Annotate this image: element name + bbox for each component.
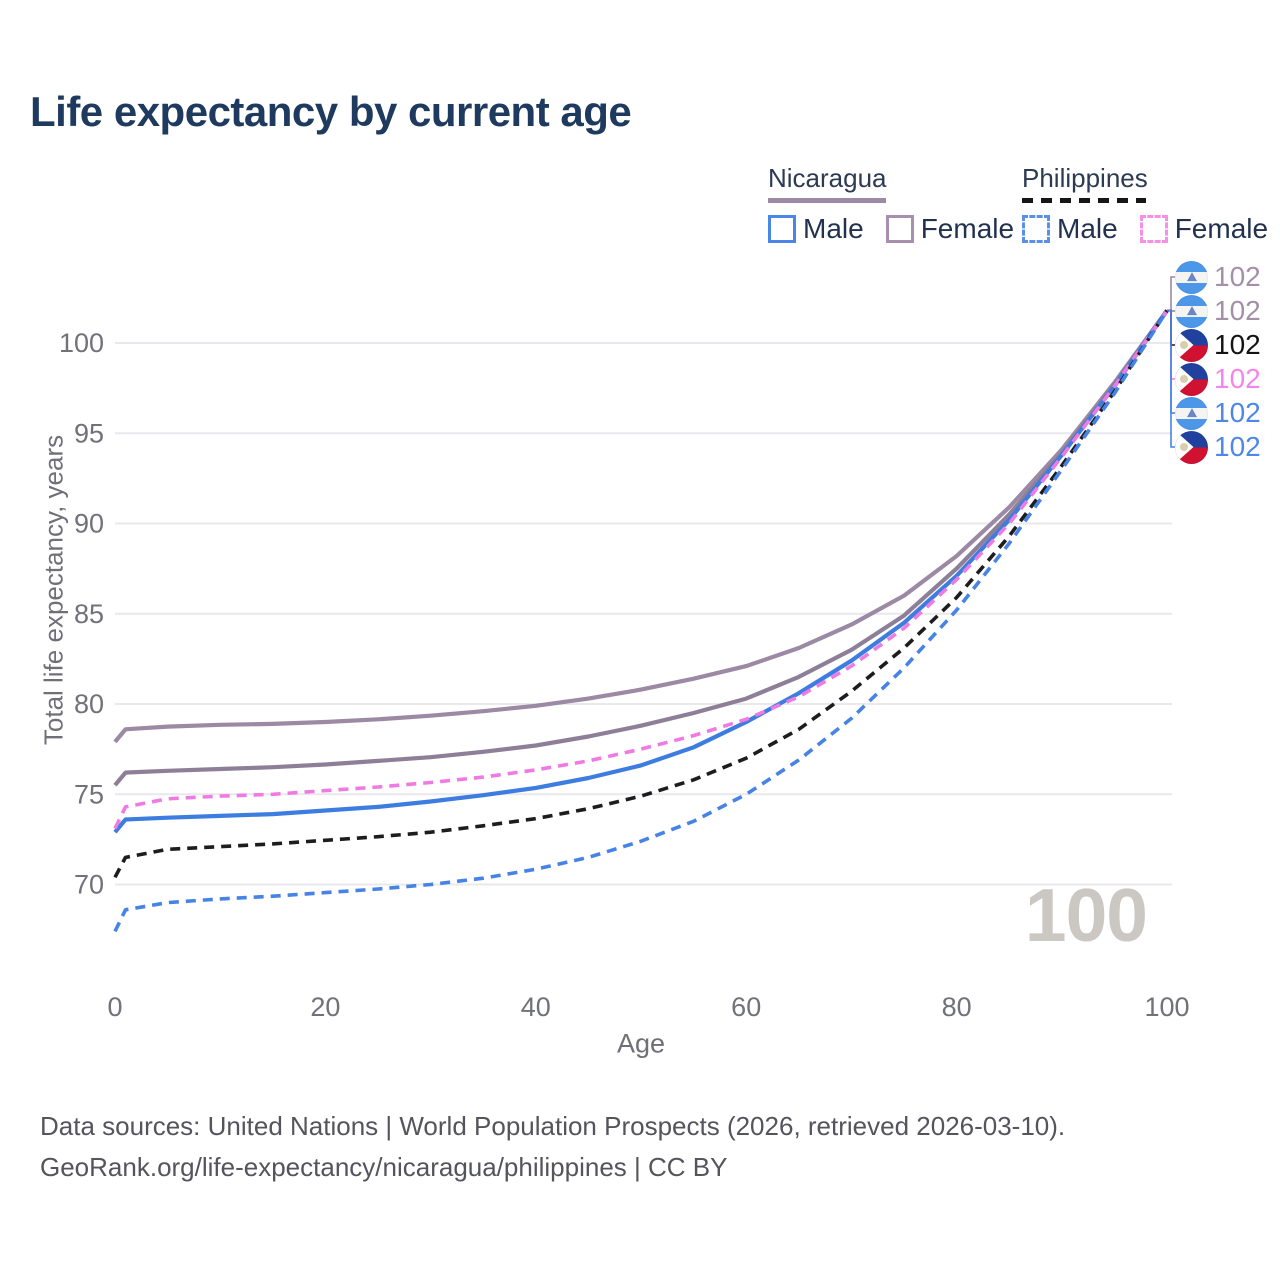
philippines-female-swatch-icon: [1139, 215, 1168, 243]
y-tick-label: 80: [74, 689, 104, 719]
philippines-male-swatch-icon: [1022, 215, 1050, 243]
x-axis-tick-labels: 0 20 40 60 80 100: [107, 992, 1189, 1022]
legend-country-nicaragua[interactable]: Nicaragua: [768, 163, 887, 193]
y-tick-label: 75: [74, 779, 104, 809]
footer-attribution: GeoRank.org/life-expectancy/nicaragua/ph…: [40, 1152, 728, 1182]
y-tick-label: 90: [74, 509, 104, 539]
label-leader-lines: [1167, 276, 1176, 448]
y-tick-label: 95: [74, 418, 104, 448]
series-line-nicaragua-both-sexes: [113, 309, 1169, 787]
philippines-flag-icon: [1175, 328, 1208, 362]
footer-data-sources: Data sources: United Nations | World Pop…: [40, 1111, 1066, 1141]
series-line-philippines-female: [113, 309, 1169, 830]
series-line-nicaragua-male: [113, 309, 1169, 834]
y-tick-label: 100: [59, 328, 104, 358]
x-tick-label: 100: [1144, 992, 1189, 1022]
end-value-label: 102: [1214, 261, 1261, 292]
nicaragua-flag-icon: [1175, 260, 1208, 294]
x-tick-label: 60: [731, 992, 761, 1022]
footer: Data sources: United Nations | World Pop…: [40, 1106, 1065, 1188]
end-label-row: 102: [1175, 430, 1261, 464]
end-value-label: 102: [1214, 431, 1261, 462]
end-label-row: 102: [1175, 396, 1261, 430]
x-tick-label: 80: [942, 992, 972, 1022]
legend-item-label: Female: [920, 213, 1015, 244]
philippines-flag-icon: [1175, 362, 1208, 396]
page-title: Life expectancy by current age: [30, 88, 632, 135]
nicaragua-female-swatch-icon: [885, 215, 914, 243]
y-axis-tick-labels: 70 75 80 85 90 95 100: [59, 328, 104, 900]
philippines-flag-icon: [1175, 430, 1208, 464]
end-label-row: 102: [1175, 294, 1261, 328]
series-line-philippines-male: [113, 309, 1169, 933]
series-lines: [113, 309, 1169, 933]
end-value-label: 102: [1214, 295, 1261, 326]
x-tick-label: 0: [107, 992, 122, 1022]
nicaragua-line-style-swatch: [768, 198, 886, 203]
legend-group-nicaragua: Nicaragua Male Female: [768, 163, 1036, 245]
legend-item-label: Male: [1057, 213, 1118, 244]
legend-group-philippines: Philippines Male Female: [1022, 163, 1280, 245]
nicaragua-flag-icon: [1175, 294, 1208, 328]
legend-item-label: Female: [1174, 213, 1269, 244]
legend-item-nicaragua-female[interactable]: Female: [885, 213, 1015, 245]
legend-item-label: Male: [803, 213, 864, 244]
end-label-row: 102: [1175, 362, 1261, 396]
end-label-row: 102: [1175, 260, 1261, 294]
legend-item-philippines-female[interactable]: Female: [1139, 213, 1269, 245]
end-value-label: 102: [1214, 329, 1261, 360]
end-label-row: 102: [1175, 328, 1261, 362]
nicaragua-male-swatch-icon: [768, 215, 796, 243]
y-tick-label: 70: [74, 870, 104, 900]
series-line-philippines-both-sexes: [113, 309, 1169, 879]
x-axis-title: Age: [616, 1028, 666, 1059]
nicaragua-flag-icon: [1175, 396, 1208, 430]
age-counter-watermark: 100: [1025, 873, 1147, 957]
legend-country-philippines[interactable]: Philippines: [1022, 163, 1148, 193]
y-axis-title: Total life expectancy, years: [38, 434, 69, 746]
gridlines: [115, 342, 1172, 886]
series-line-nicaragua-female: [113, 309, 1169, 744]
x-tick-label: 20: [310, 992, 340, 1022]
philippines-line-style-swatch: [1022, 198, 1146, 203]
x-tick-label: 40: [521, 992, 551, 1022]
legend-item-philippines-male[interactable]: Male: [1022, 213, 1118, 245]
y-tick-label: 85: [74, 599, 104, 629]
leader-line: [1167, 309, 1176, 448]
end-value-label: 102: [1214, 363, 1261, 394]
legend-item-nicaragua-male[interactable]: Male: [768, 213, 864, 245]
end-value-label: 102: [1214, 397, 1261, 428]
